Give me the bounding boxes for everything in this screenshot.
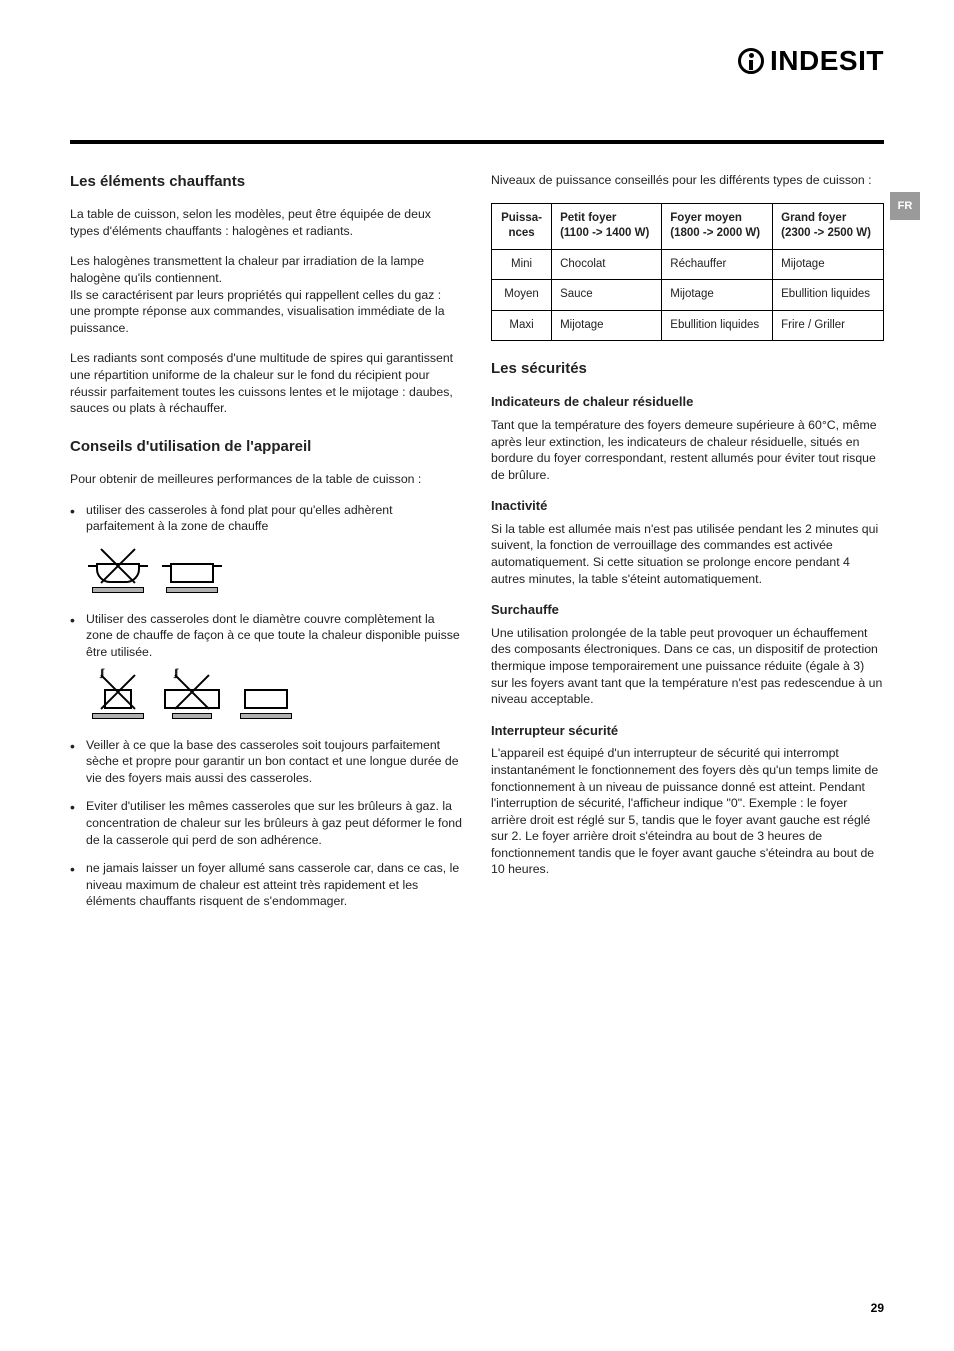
list-item: Eviter d'utiliser les mêmes casseroles q… (70, 798, 463, 848)
para-perf: Pour obtenir de meilleures performances … (70, 471, 463, 488)
subhead-overheat: Surchauffe (491, 601, 884, 619)
page-root: INDESIT FR Les éléments chauffants La ta… (0, 0, 954, 962)
cell: Mini (492, 249, 552, 280)
fig-bad-pot-icon (86, 545, 150, 597)
para-intro: La table de cuisson, selon les modèles, … (70, 206, 463, 239)
th-medium: Foyer moyen(1800 -> 2000 W) (662, 203, 773, 249)
th-small: Petit foyer(1100 -> 1400 W) (552, 203, 662, 249)
cell-text: Grand foyer(2300 -> 2500 W) (781, 212, 871, 240)
list-item: utiliser des casseroles à fond plat pour… (70, 502, 463, 597)
li-text: ne jamais laisser un foyer allumé sans c… (86, 861, 459, 908)
heading-elements: Les éléments chauffants (70, 172, 463, 192)
fig-wide-pot-icon: ∫∫∫ (160, 671, 224, 723)
advice-list: utiliser des casseroles à fond plat pour… (70, 502, 463, 910)
cell: Moyen (492, 280, 552, 311)
fig-correct-pot-icon (234, 671, 298, 723)
content-columns: Les éléments chauffants La table de cuis… (70, 172, 884, 922)
table-head: Puissa-nces Petit foyer(1100 -> 1400 W) … (492, 203, 884, 249)
language-badge: FR (890, 192, 920, 220)
heading-advice: Conseils d'utilisation de l'appareil (70, 437, 463, 457)
cell-text: Foyer moyen(1800 -> 2000 W) (670, 212, 760, 240)
cell: Sauce (552, 280, 662, 311)
para-gas: Ils se caractérisent par leurs propriété… (70, 287, 463, 337)
cell: Chocolat (552, 249, 662, 280)
para-radiant: Les radiants sont composés d'une multitu… (70, 350, 463, 416)
subhead-inactivity: Inactivité (491, 497, 884, 515)
cell: Mijotage (773, 249, 884, 280)
heading-safety: Les sécurités (491, 359, 884, 379)
cell: Ebullition liquides (773, 280, 884, 311)
li-text: Veiller à ce que la base des casseroles … (86, 738, 459, 785)
page-number: 29 (871, 1301, 884, 1315)
th-large: Grand foyer(2300 -> 2500 W) (773, 203, 884, 249)
table-row: Puissa-nces Petit foyer(1100 -> 1400 W) … (492, 203, 884, 249)
right-column: Niveaux de puissance conseillés pour les… (491, 172, 884, 922)
para-overheat: Une utilisation prolongée de la table pe… (491, 625, 884, 708)
li-text: Utiliser des casseroles dont le diamètre… (86, 612, 460, 659)
para-switch: L'appareil est équipé d'un interrupteur … (491, 745, 884, 878)
header-rule (70, 140, 884, 144)
table-body: Mini Chocolat Réchauffer Mijotage Moyen … (492, 249, 884, 341)
cell: Frire / Griller (773, 310, 884, 341)
cell: Mijotage (662, 280, 773, 311)
power-table: Puissa-nces Petit foyer(1100 -> 1400 W) … (491, 203, 884, 342)
para-inactivity: Si la table est allumée mais n'est pas u… (491, 521, 884, 587)
left-column: Les éléments chauffants La table de cuis… (70, 172, 463, 922)
figure-diameter: ∫∫∫ ∫∫∫ (86, 671, 463, 723)
para-halogen: Les halogènes transmettent la chaleur pa… (70, 253, 463, 286)
figure-flat-bottom (86, 545, 463, 597)
cell-text: Puissa-nces (501, 212, 542, 240)
brand-text: INDESIT (770, 45, 884, 77)
list-item: ne jamais laisser un foyer allumé sans c… (70, 860, 463, 910)
subhead-switch: Interrupteur sécurité (491, 722, 884, 740)
subhead-residual: Indicateurs de chaleur résiduelle (491, 393, 884, 411)
list-item: Veiller à ce que la base des casseroles … (70, 737, 463, 787)
brand-logo: INDESIT (738, 45, 884, 77)
para-residual: Tant que la température des foyers demeu… (491, 417, 884, 483)
table-row: Moyen Sauce Mijotage Ebullition liquides (492, 280, 884, 311)
cell: Ebullition liquides (662, 310, 773, 341)
list-item: Utiliser des casseroles dont le diamètre… (70, 611, 463, 723)
cell-text: Petit foyer(1100 -> 1400 W) (560, 212, 649, 240)
cell: Mijotage (552, 310, 662, 341)
li-text: utiliser des casseroles à fond plat pour… (86, 503, 393, 534)
fig-narrow-pot-icon: ∫∫∫ (86, 671, 150, 723)
li-text: Eviter d'utiliser les mêmes casseroles q… (86, 799, 462, 846)
table-row: Maxi Mijotage Ebullition liquides Frire … (492, 310, 884, 341)
cell: Maxi (492, 310, 552, 341)
logo-icon (738, 48, 764, 74)
cell: Réchauffer (662, 249, 773, 280)
table-row: Mini Chocolat Réchauffer Mijotage (492, 249, 884, 280)
th-power: Puissa-nces (492, 203, 552, 249)
para-power-intro: Niveaux de puissance conseillés pour les… (491, 172, 884, 189)
fig-good-pot-icon (160, 545, 224, 597)
